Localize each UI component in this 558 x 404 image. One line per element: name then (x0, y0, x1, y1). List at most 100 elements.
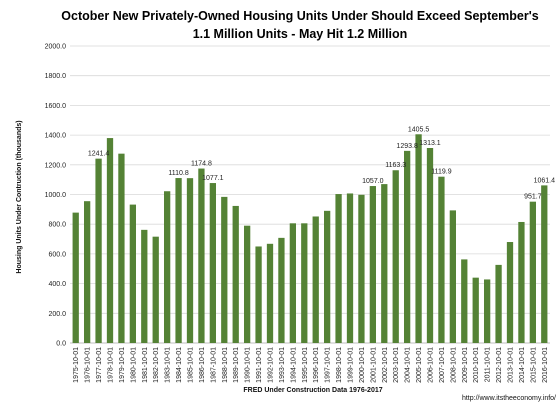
x-tick-label: 1980-10-01 (130, 347, 137, 383)
bar (461, 259, 468, 343)
x-tick-label: 2008-10-01 (450, 347, 457, 383)
bar (404, 150, 411, 343)
bar (541, 185, 548, 343)
x-tick-label: 1985-10-01 (188, 347, 195, 383)
x-tick-label: 1989-10-01 (233, 347, 240, 383)
x-tick-label: 2003-10-01 (393, 347, 400, 383)
bar (529, 201, 536, 343)
bar (95, 158, 102, 343)
bar (438, 176, 445, 343)
x-axis-title: FRED Under Construction Data 1976-2017 (243, 387, 382, 394)
data-label: 1061.4 (534, 177, 556, 184)
x-tick-label: 2006-10-01 (428, 347, 435, 383)
y-tick-label: 1200.0 (45, 162, 67, 169)
x-tick-label: 1995-10-01 (302, 347, 309, 383)
x-tick-label: 2013-10-01 (508, 347, 515, 383)
bar (495, 264, 502, 343)
data-label: 1057.0 (362, 178, 384, 185)
x-tick-label: 1977-10-01 (96, 347, 103, 383)
x-tick-label: 1993-10-01 (279, 347, 286, 383)
y-axis-ticks: 0.0 200.0 400.0 600.0 800.0 1000.0 1200.0 1400.… (45, 44, 67, 348)
bar (221, 196, 228, 343)
data-label: 1110.8 (168, 170, 188, 177)
bar (141, 229, 148, 343)
bar (415, 134, 422, 343)
bar (129, 204, 136, 343)
x-tick-label: 2004-10-01 (405, 347, 412, 383)
x-tick-label: 1978-10-01 (108, 347, 115, 383)
bar (381, 184, 388, 343)
x-tick-label: 1997-10-01 (325, 347, 332, 383)
data-label: 1077.1 (202, 175, 224, 182)
bar (255, 246, 262, 343)
x-tick-label: 1992-10-01 (268, 347, 275, 383)
x-tick-label: 1996-10-01 (313, 347, 320, 383)
x-tick-label: 2014-10-01 (519, 347, 526, 383)
bar (335, 194, 342, 343)
x-tick-label: 2015-10-01 (530, 347, 537, 383)
bar (358, 194, 365, 343)
y-tick-label: 1800.0 (45, 73, 67, 80)
x-tick-label: 1987-10-01 (210, 347, 217, 383)
bar (506, 242, 514, 343)
bar (426, 148, 434, 343)
x-tick-label: 2010-10-01 (473, 347, 480, 383)
bars (72, 134, 548, 343)
y-tick-label: 1600.0 (45, 103, 67, 110)
chart-title-line-2: 1.1 Million Units - May Hit 1.2 Million (192, 27, 408, 41)
data-label: 1174.8 (191, 161, 212, 168)
x-tick-label: 2012-10-01 (496, 347, 503, 383)
y-tick-label: 1000.0 (45, 192, 67, 199)
x-tick-label: 2000-10-01 (359, 347, 366, 383)
bar (312, 216, 319, 343)
x-tick-label: 1983-10-01 (165, 347, 172, 383)
x-tick-label: 2007-10-01 (439, 347, 446, 383)
x-tick-label: 1999-10-01 (348, 347, 355, 383)
bar (518, 221, 525, 343)
y-tick-label: 200.0 (48, 311, 66, 318)
bar (106, 138, 114, 343)
bar (186, 178, 194, 343)
source-url: http://www.itstheeconomy.info/ (462, 395, 556, 402)
bar (232, 205, 239, 343)
data-label: 951.7 (524, 194, 542, 201)
bar (84, 201, 91, 343)
bar (346, 193, 354, 343)
gridlines (70, 45, 550, 344)
x-tick-label: 1982-10-01 (153, 347, 160, 383)
bar (72, 212, 79, 343)
data-label: 1405.5 (408, 126, 430, 133)
data-label: 1241.4 (88, 151, 110, 158)
x-tick-label: 1981-10-01 (142, 347, 149, 383)
bar (198, 168, 205, 343)
y-tick-label: 2000.0 (45, 44, 67, 51)
chart-title-line-1: October New Privately-Owned Housing Unit… (61, 9, 539, 23)
x-tick-label: 1984-10-01 (176, 347, 183, 383)
bar (175, 178, 182, 343)
bar (324, 210, 331, 343)
bar (278, 237, 285, 343)
y-axis-title: Housing Units Under Contruction (thousan… (16, 120, 23, 273)
x-tick-label: 1988-10-01 (222, 347, 229, 383)
data-label: 1293.8 (396, 143, 418, 150)
x-axis-ticks: 1975-10-01 1976-10-01 1977-10-01 1978-10-01… (73, 347, 549, 383)
x-tick-label: 1976-10-01 (85, 347, 92, 383)
bar (369, 186, 376, 343)
bar (244, 225, 251, 343)
bar (118, 153, 125, 343)
x-tick-label: 2001-10-01 (370, 347, 377, 383)
x-tick-label: 1991-10-01 (256, 347, 263, 383)
bar (392, 170, 399, 343)
x-tick-label: 2005-10-01 (416, 347, 423, 383)
x-tick-label: 1994-10-01 (290, 347, 297, 383)
x-tick-label: 1998-10-01 (336, 347, 343, 383)
bar (449, 210, 456, 343)
y-tick-label: 600.0 (48, 251, 66, 258)
x-tick-label: 1979-10-01 (119, 347, 126, 383)
data-label: 1163.3 (385, 162, 406, 169)
bar (472, 277, 479, 343)
bar (164, 191, 171, 343)
